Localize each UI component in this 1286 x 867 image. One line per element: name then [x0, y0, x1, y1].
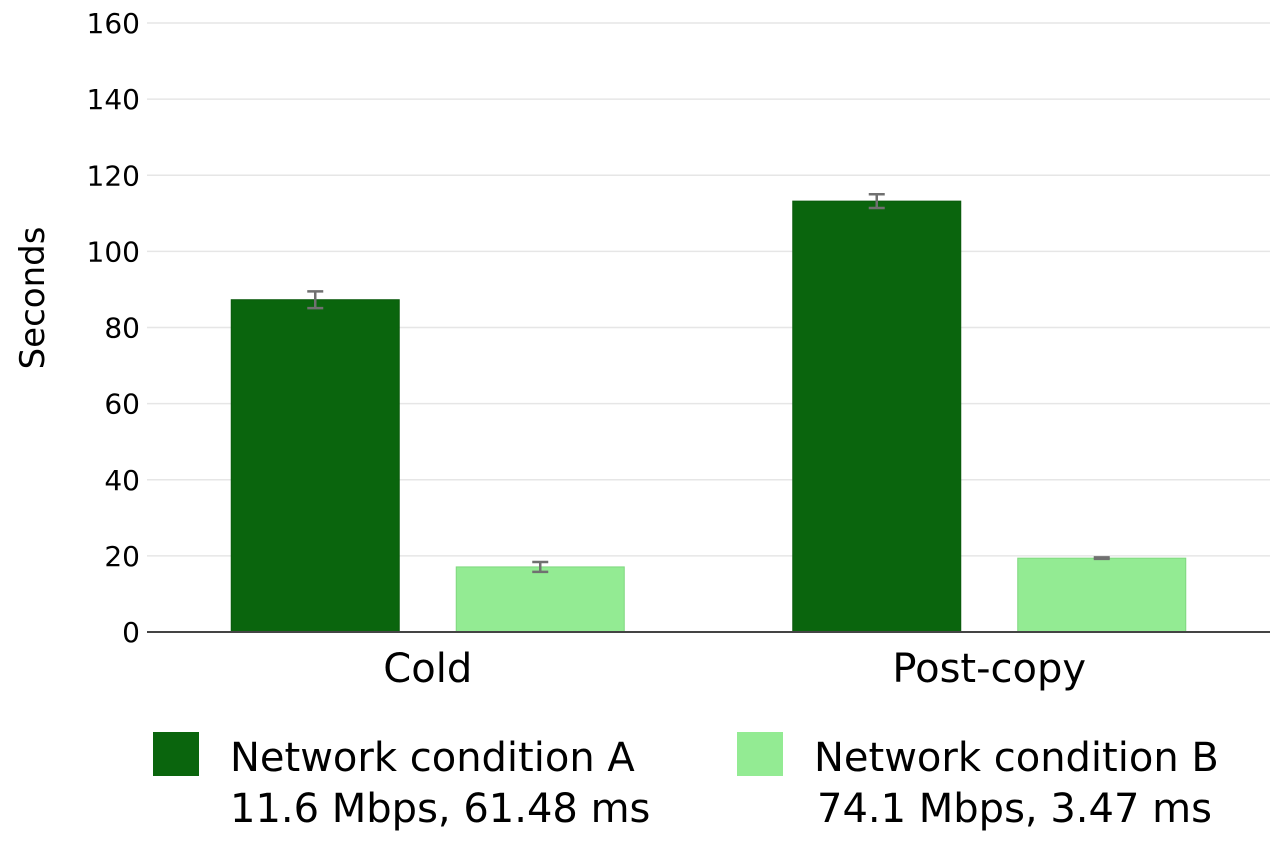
y-tick-label: 140	[87, 83, 140, 116]
y-tick-label: 160	[87, 7, 140, 40]
y-tick-label: 40	[104, 464, 140, 497]
y-axis-label: Seconds	[13, 227, 53, 370]
y-tick-label: 100	[87, 235, 140, 268]
legend-swatch	[737, 732, 783, 776]
x-tick-label: Post-copy	[892, 646, 1086, 692]
legend-swatch	[153, 732, 199, 776]
error-bar	[1093, 556, 1110, 561]
y-tick-label: 0	[122, 616, 140, 649]
error-bars	[307, 193, 1110, 574]
bars	[230, 200, 1187, 633]
y-tick-label: 120	[87, 159, 140, 192]
legend-detail: 11.6 Mbps, 61.48 ms	[230, 786, 650, 832]
y-tick-label: 60	[104, 388, 140, 421]
bar-condition-b-cold	[455, 566, 625, 633]
y-tick-labels: 0 20 40 60 80 100 120 140 160	[87, 7, 140, 649]
y-tick-label: 20	[104, 540, 140, 573]
error-bar	[532, 560, 549, 574]
legend-item-condition-b: Network condition B 74.1 Mbps, 3.47 ms	[737, 732, 1219, 832]
legend: Network condition A11.6 Mbps, 61.48 msNe…	[153, 732, 1219, 832]
x-tick-label: Cold	[383, 646, 472, 692]
legend-label: Network condition B	[814, 735, 1219, 781]
error-bar	[307, 290, 324, 310]
y-tick-label: 80	[104, 312, 140, 345]
legend-label: Network condition A	[230, 735, 635, 781]
bar-condition-a-cold	[230, 299, 400, 633]
legend-item-condition-a: Network condition A 11.6 Mbps, 61.48 ms	[153, 732, 650, 832]
error-bar	[868, 193, 885, 210]
bar-condition-a-post-copy	[792, 200, 962, 633]
bar-condition-b-post-copy	[1017, 557, 1187, 633]
x-tick-labels: Cold Post-copy	[383, 646, 1086, 692]
legend-detail: 74.1 Mbps, 3.47 ms	[817, 786, 1212, 832]
